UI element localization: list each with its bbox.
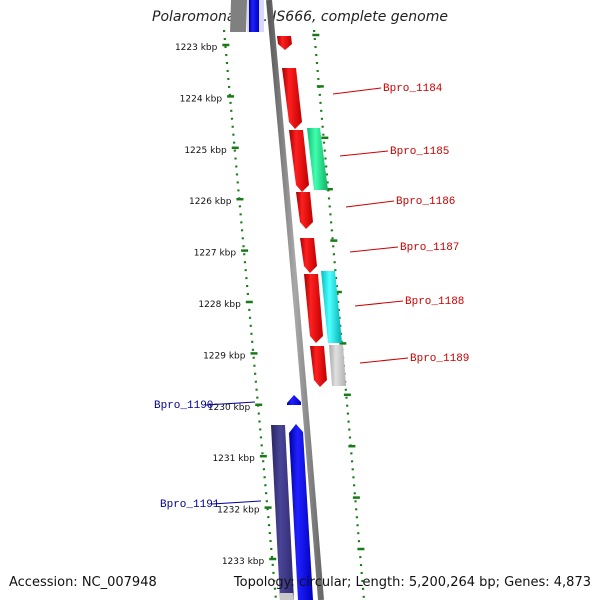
inner-scale-ring bbox=[222, 29, 278, 600]
gene-arrow-bpro-1188 bbox=[304, 274, 323, 343]
kbp-label: 1233 kbp bbox=[222, 557, 265, 567]
gene-arrow-bpro-1185a bbox=[289, 130, 309, 192]
kbp-label: 1224 kbp bbox=[180, 94, 223, 104]
kbp-ticks bbox=[222, 33, 365, 561]
kbp-label: 1231 kbp bbox=[212, 454, 255, 464]
kbp-label: 1228 kbp bbox=[198, 300, 241, 310]
grey-feature bbox=[329, 345, 346, 386]
kbp-label: 1232 kbp bbox=[217, 506, 260, 516]
gene-arrow-bpro-1191-blue bbox=[289, 424, 313, 600]
cyan-feature bbox=[321, 271, 342, 343]
kbp-label: 1230 kbp bbox=[208, 403, 251, 413]
gene-arrow-bpro-1190 bbox=[287, 395, 301, 405]
kbp-label: 1229 kbp bbox=[203, 351, 246, 361]
gene-arrow-bpro-1184 bbox=[282, 68, 302, 129]
gene-label-bpro-1190[interactable]: Bpro_1190 bbox=[154, 400, 213, 412]
kbp-label: 1227 kbp bbox=[194, 249, 237, 259]
gene-arrow-bpro-1189 bbox=[310, 346, 327, 387]
accession-label: Accession: NC_007948 bbox=[9, 575, 157, 590]
genome-backbone bbox=[266, 0, 324, 600]
top-partial-features bbox=[230, 0, 264, 32]
green-feature bbox=[307, 128, 328, 190]
gene-label-group: Bpro_1184 Bpro_1185 Bpro_1186 Bpro_1187 … bbox=[154, 83, 469, 511]
map-title: Polaromonas sp. JS666, complete genome bbox=[152, 9, 448, 25]
gene-label-bpro-1189[interactable]: Bpro_1189 bbox=[410, 353, 469, 365]
gene-label-bpro-1187[interactable]: Bpro_1187 bbox=[400, 242, 459, 254]
gene-arrow-bpro-1187 bbox=[300, 238, 317, 273]
gene-label-bpro-1184[interactable]: Bpro_1184 bbox=[383, 83, 443, 95]
kbp-label: 1226 kbp bbox=[189, 197, 232, 207]
gene-label-bpro-1188[interactable]: Bpro_1188 bbox=[405, 296, 464, 308]
kbp-label: 1225 kbp bbox=[184, 146, 227, 156]
kbp-label: 1223 kbp bbox=[175, 43, 218, 53]
forward-genes bbox=[277, 36, 327, 387]
topology-label: Topology: circular; Length: 5,200,264 bp… bbox=[233, 575, 591, 590]
gene-arrow-1183 bbox=[277, 36, 292, 50]
reverse-genes bbox=[271, 395, 313, 600]
gene-label-bpro-1185[interactable]: Bpro_1185 bbox=[390, 146, 449, 158]
kbp-label-group: 1223 kbp 1224 kbp 1225 kbp 1226 kbp 1227 kbp… bbox=[175, 43, 265, 567]
gene-label-bpro-1191[interactable]: Bpro_1191 bbox=[160, 499, 220, 511]
gene-arrow-bpro-1186 bbox=[296, 192, 313, 229]
gene-arrow-bpro-1191-dark bbox=[271, 425, 294, 600]
gene-label-bpro-1186[interactable]: Bpro_1186 bbox=[396, 196, 455, 208]
outer-features bbox=[307, 128, 346, 386]
